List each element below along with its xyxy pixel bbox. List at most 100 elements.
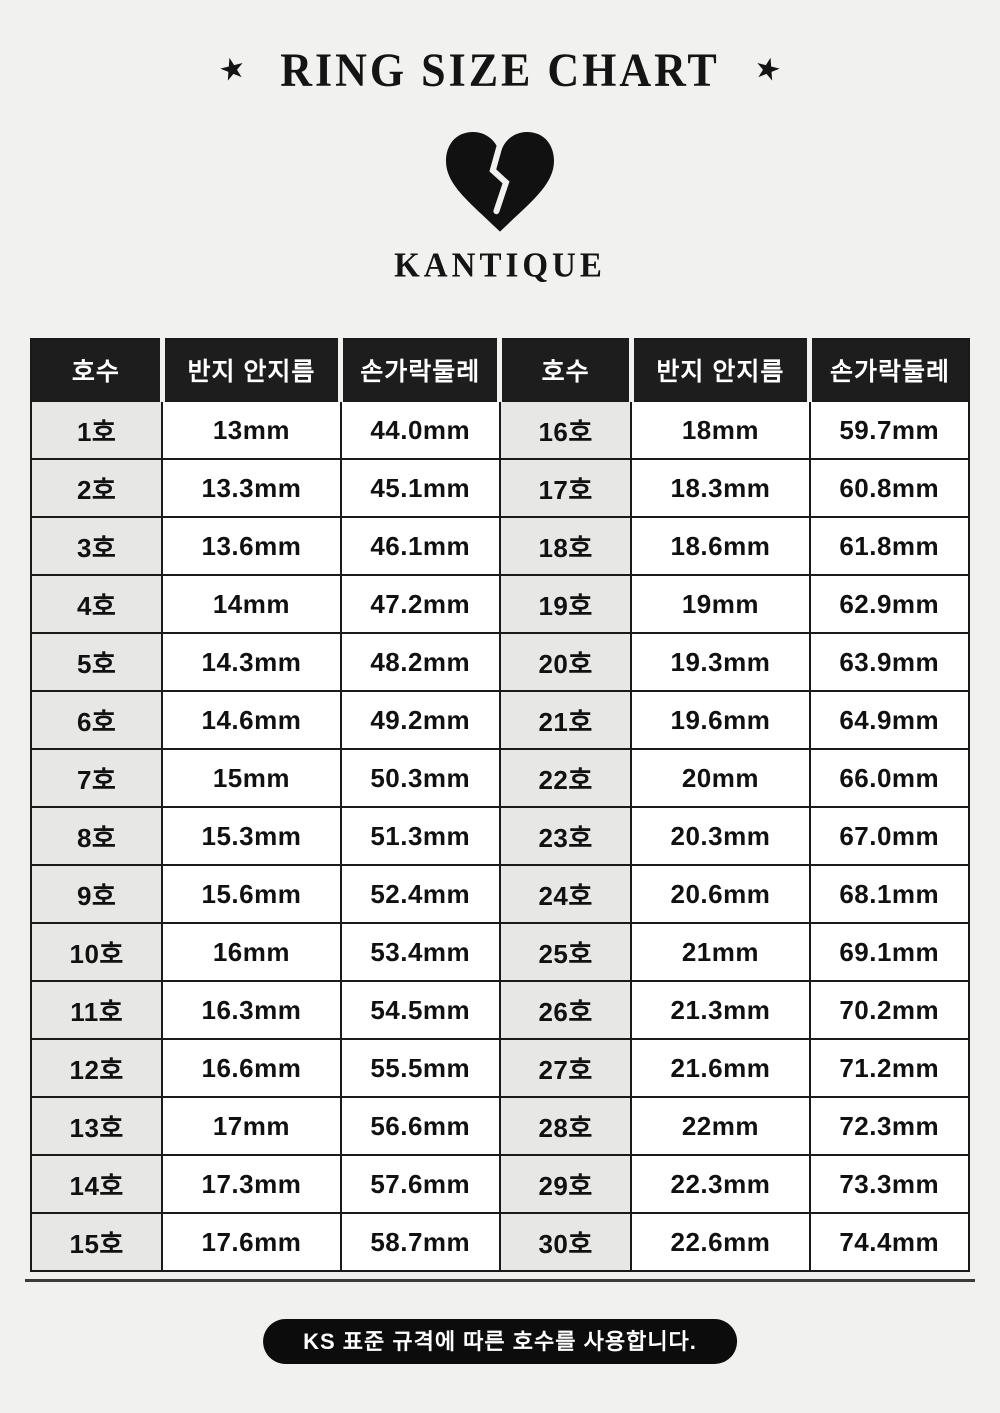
circumference-cell: 63.9mm [808,632,971,692]
size-cell: 17호 [498,458,633,518]
size-cell: 23호 [498,806,633,866]
circumference-cell: 53.4mm [339,922,501,982]
circumference-cell: 72.3mm [808,1096,971,1156]
circumference-cell: 50.3mm [339,748,501,808]
diameter-cell: 18mm [630,400,811,460]
circumference-cell: 67.0mm [808,806,971,866]
size-cell: 30호 [498,1212,633,1272]
size-cell: 11호 [29,980,164,1040]
table-row: 13호 17mm 56.6mm 28호 22mm 72.3mm [29,1096,971,1156]
diameter-cell: 19mm [630,574,811,634]
table-row: 2호 13.3mm 45.1mm 17호 18.3mm 60.8mm [29,458,971,518]
circumference-cell: 45.1mm [339,458,501,518]
diameter-cell: 19.3mm [630,632,811,692]
circumference-cell: 54.5mm [339,980,501,1040]
circumference-cell: 46.1mm [339,516,501,576]
broken-heart-icon [446,130,554,232]
size-cell: 9호 [29,864,164,924]
size-cell: 5호 [29,632,164,692]
diameter-cell: 13.6mm [161,516,342,576]
diameter-cell: 13mm [161,400,342,460]
col-header-size: 호수 [497,339,632,402]
diameter-cell: 21mm [630,922,811,982]
circumference-cell: 64.9mm [808,690,971,750]
size-cell: 1호 [29,400,164,460]
table-row: 7호 15mm 50.3mm 22호 20mm 66.0mm [29,748,971,808]
circumference-cell: 48.2mm [339,632,501,692]
diameter-cell: 21.6mm [630,1038,811,1098]
circumference-cell: 51.3mm [339,806,501,866]
page-header: ★ RING SIZE CHART ★ [0,0,1000,98]
size-cell: 14호 [29,1154,164,1214]
footer-divider [25,1279,975,1282]
circumference-cell: 58.7mm [339,1212,501,1272]
diameter-cell: 22.6mm [630,1212,811,1272]
size-cell: 12호 [29,1038,164,1098]
size-table-body: 1호 13mm 44.0mm 16호 18mm 59.7mm 2호 13.3mm 45.1mm 1… [29,400,971,1272]
size-cell: 8호 [29,806,164,866]
col-header-circumference: 손가락둘레 [807,339,969,402]
size-cell: 25호 [498,922,633,982]
size-cell: 4호 [29,574,164,634]
circumference-cell: 60.8mm [808,458,971,518]
circumference-cell: 61.8mm [808,516,971,576]
circumference-cell: 69.1mm [808,922,971,982]
table-row: 6호 14.6mm 49.2mm 21호 19.6mm 64.9mm [29,690,971,750]
circumference-cell: 68.1mm [808,864,971,924]
size-cell: 27호 [498,1038,633,1098]
circumference-cell: 59.7mm [808,400,971,460]
table-row: 14호 17.3mm 57.6mm 29호 22.3mm 73.3mm [29,1154,971,1214]
diameter-cell: 19.6mm [630,690,811,750]
star-icon: ★ [750,50,785,89]
diameter-cell: 20.6mm [630,864,811,924]
table-row: 10호 16mm 53.4mm 25호 21mm 69.1mm [29,922,971,982]
size-cell: 26호 [498,980,633,1040]
size-cell: 20호 [498,632,633,692]
size-cell: 16호 [498,400,633,460]
diameter-cell: 14.3mm [161,632,342,692]
size-cell: 21호 [498,690,633,750]
size-cell: 15호 [29,1212,164,1272]
diameter-cell: 14.6mm [161,690,342,750]
size-cell: 18호 [498,516,633,576]
size-cell: 7호 [29,748,164,808]
diameter-cell: 16mm [161,922,342,982]
brand-name: KANTIQUE [394,247,606,285]
table-row: 12호 16.6mm 55.5mm 27호 21.6mm 71.2mm [29,1038,971,1098]
ks-standard-note-badge: KS 표준 규격에 따른 호수를 사용합니다. [263,1319,737,1364]
diameter-cell: 13.3mm [161,458,342,518]
table-row: 5호 14.3mm 48.2mm 20호 19.3mm 63.9mm [29,632,971,692]
diameter-cell: 17.3mm [161,1154,342,1214]
size-cell: 3호 [29,516,164,576]
circumference-cell: 70.2mm [808,980,971,1040]
size-cell: 19호 [498,574,633,634]
diameter-cell: 20mm [630,748,811,808]
diameter-cell: 15.6mm [161,864,342,924]
table-row: 11호 16.3mm 54.5mm 26호 21.3mm 70.2mm [29,980,971,1040]
circumference-cell: 49.2mm [339,690,501,750]
size-cell: 22호 [498,748,633,808]
circumference-cell: 66.0mm [808,748,971,808]
col-header-diameter: 반지 안지름 [159,339,341,402]
circumference-cell: 62.9mm [808,574,971,634]
star-icon: ★ [215,50,250,89]
size-cell: 13호 [29,1096,164,1156]
size-cell: 29호 [498,1154,633,1214]
diameter-cell: 22.3mm [630,1154,811,1214]
diameter-cell: 15.3mm [161,806,342,866]
diameter-cell: 16.3mm [161,980,342,1040]
table-row: 1호 13mm 44.0mm 16호 18mm 59.7mm [29,400,971,460]
table-row: 15호 17.6mm 58.7mm 30호 22.6mm 74.4mm [29,1212,971,1272]
table-row: 9호 15.6mm 52.4mm 24호 20.6mm 68.1mm [29,864,971,924]
brand-logo: KANTIQUE [0,124,1000,285]
diameter-cell: 22mm [630,1096,811,1156]
diameter-cell: 14mm [161,574,342,634]
diameter-cell: 18.3mm [630,458,811,518]
size-cell: 6호 [29,690,164,750]
diameter-cell: 18.6mm [630,516,811,576]
diameter-cell: 17.6mm [161,1212,342,1272]
table-header-row: 호수 반지 안지름 손가락둘레 호수 반지 안지름 손가락둘레 [31,339,969,402]
size-cell: 28호 [498,1096,633,1156]
size-table-container: 호수 반지 안지름 손가락둘레 호수 반지 안지름 손가락둘레 1호 13mm 44… [29,338,971,1272]
